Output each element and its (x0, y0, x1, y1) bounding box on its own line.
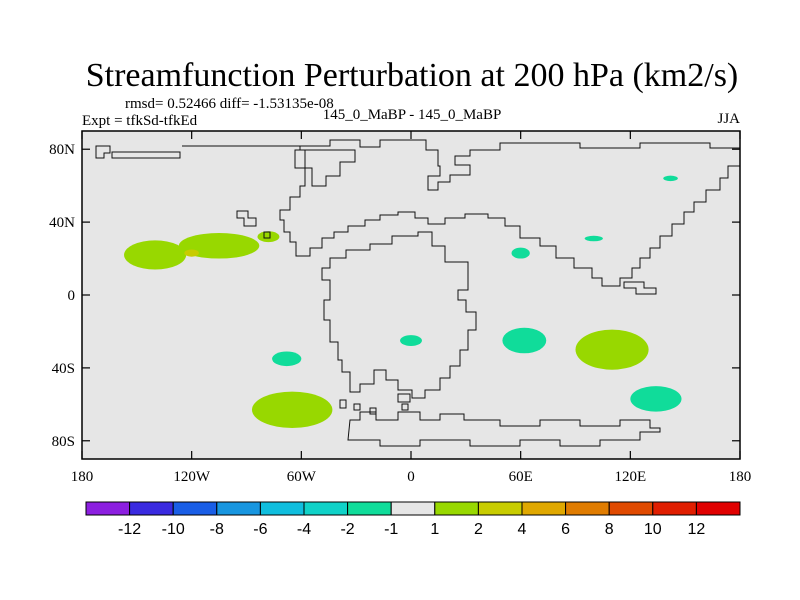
y-tick-label: 40N (49, 215, 75, 231)
colorbar-swatch (652, 501, 697, 516)
x-tick-label: 60W (287, 469, 317, 485)
anomaly-region (511, 247, 530, 259)
colorbar-label: -4 (297, 521, 311, 538)
colorbar-label: 2 (474, 521, 483, 538)
colorbar-swatch (608, 501, 654, 516)
anomaly-region (184, 249, 199, 257)
colorbar-label: 6 (561, 521, 570, 538)
anomaly-region (251, 391, 333, 429)
stats-label: rmsd= 0.52466 diff= -1.53135e-08 (125, 96, 334, 112)
anomaly-region (630, 386, 682, 412)
y-tick-label: 80N (49, 142, 75, 158)
colorbar-label: -8 (210, 521, 224, 538)
colorbar-swatch (521, 501, 567, 516)
colorbar-swatch (347, 501, 392, 516)
expt-label: Expt = tfkSd-tfkEd (82, 113, 198, 129)
anomaly-region (400, 335, 422, 347)
y-tick-label: 80S (52, 434, 75, 450)
southern-continent-outline (321, 231, 477, 399)
colorbar-label: 4 (518, 521, 527, 538)
colorbar-label: 10 (644, 521, 662, 538)
anomaly-region (575, 329, 649, 370)
colorbar-swatch (259, 501, 305, 516)
colorbar-label: -2 (340, 521, 354, 538)
colorbar-label: 12 (688, 521, 706, 538)
colorbar-swatch (129, 501, 174, 516)
colorbar: -12 -10 -8 -6 -4 -2 -1 1 2 4 6 8 10 12 (85, 501, 741, 538)
colorbar-label: -1 (384, 521, 398, 538)
x-tick-label: 120W (173, 469, 211, 485)
colorbar-label: 8 (605, 521, 614, 538)
colorbar-swatch (477, 501, 523, 516)
colorbar-swatch (172, 501, 218, 516)
x-tick-label: 180 (71, 469, 94, 485)
colorbar-swatch (390, 501, 436, 516)
x-tick-label: 180 (729, 469, 752, 485)
x-tick-label: 120E (614, 469, 646, 485)
chart-title: Streamfunction Perturbation at 200 hPa (… (86, 57, 739, 94)
anomaly-region (124, 240, 187, 270)
colorbar-swatch (85, 501, 131, 516)
anomaly-region (272, 351, 302, 367)
x-tick-label: 0 (407, 469, 415, 485)
anomaly-region (257, 231, 280, 243)
colorbar-swatch (695, 501, 741, 516)
anomaly-region (178, 233, 260, 259)
anomaly-region (584, 235, 603, 242)
season-label: JJA (717, 111, 740, 127)
anomaly-region (502, 327, 547, 354)
colorbar-swatch (434, 501, 479, 516)
y-tick-label: 40S (52, 361, 75, 377)
colorbar-label: 1 (430, 521, 439, 538)
colorbar-label: -6 (253, 521, 267, 538)
northern-continent-outline (95, 139, 741, 287)
anomaly-layer (124, 175, 682, 429)
greenland-outline (300, 149, 356, 187)
axis-ticks: 180 120W 60W 0 60E 120E 180 80N 40N 0 40S 80S (49, 131, 751, 485)
x-tick-label: 60E (509, 469, 533, 485)
y-tick-label: 0 (68, 288, 76, 304)
plot-area (82, 131, 740, 459)
colorbar-swatch (565, 501, 610, 516)
anomaly-region (663, 175, 678, 182)
islands-outline (236, 210, 657, 295)
colorbar-label: -10 (162, 521, 185, 538)
case-label: 145_0_MaBP - 145_0_MaBP (323, 107, 502, 123)
colorbar-label: -12 (118, 521, 141, 538)
continent-outlines (95, 139, 741, 447)
colorbar-swatch (303, 501, 349, 516)
colorbar-swatch (216, 501, 261, 516)
antarctic-outline (339, 393, 661, 447)
